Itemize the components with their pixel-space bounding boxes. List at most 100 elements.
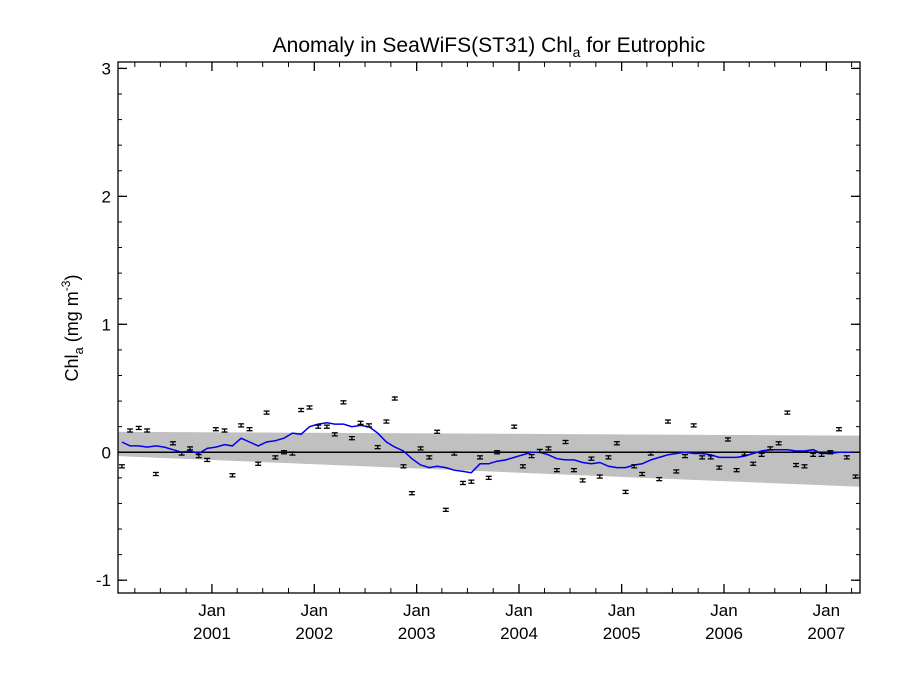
data-point bbox=[562, 439, 569, 445]
data-point bbox=[843, 455, 850, 460]
data-point bbox=[545, 446, 552, 451]
x-tick-label-year: 2002 bbox=[295, 624, 333, 643]
data-point bbox=[127, 428, 134, 433]
data-point bbox=[673, 469, 680, 474]
data-point bbox=[468, 479, 475, 484]
data-point bbox=[323, 424, 330, 429]
data-point bbox=[699, 455, 706, 460]
data-point bbox=[426, 455, 433, 460]
data-point bbox=[656, 476, 663, 482]
data-point bbox=[246, 427, 253, 432]
x-tick-label-month: Jan bbox=[198, 601, 225, 620]
running-mean-line bbox=[121, 422, 856, 474]
data-point bbox=[784, 410, 791, 415]
data-point bbox=[477, 455, 484, 460]
data-point bbox=[570, 467, 577, 473]
y-axis-label-unit: (mg m bbox=[62, 291, 82, 347]
data-point bbox=[195, 453, 202, 459]
data-point bbox=[451, 451, 458, 456]
data-point bbox=[596, 474, 603, 479]
data-point bbox=[221, 428, 228, 433]
y-tick-label: 2 bbox=[102, 187, 111, 206]
y-axis-label-close: ) bbox=[62, 275, 82, 281]
data-point bbox=[579, 478, 586, 483]
data-point bbox=[118, 464, 125, 469]
data-point bbox=[459, 480, 466, 486]
data-point bbox=[306, 405, 313, 410]
y-axis-label: Chla (mg m-3) bbox=[59, 275, 86, 382]
data-point bbox=[810, 452, 817, 457]
data-point bbox=[298, 407, 305, 413]
data-point bbox=[408, 491, 415, 496]
data-point bbox=[331, 432, 338, 437]
data-point bbox=[340, 400, 347, 405]
data-point bbox=[263, 410, 270, 415]
data-point bbox=[289, 451, 296, 456]
data-point bbox=[818, 452, 825, 457]
data-point bbox=[374, 444, 381, 450]
data-point bbox=[664, 419, 671, 424]
x-tick-label-month: Jan bbox=[505, 601, 532, 620]
data-point bbox=[204, 457, 211, 463]
y-tick-label: -1 bbox=[96, 571, 111, 590]
data-point bbox=[536, 448, 543, 454]
data-point bbox=[775, 441, 782, 446]
data-point bbox=[793, 462, 800, 468]
data-point bbox=[152, 471, 159, 477]
data-point bbox=[434, 429, 441, 434]
data-point bbox=[733, 467, 740, 473]
data-point bbox=[417, 446, 424, 451]
data-point bbox=[494, 450, 501, 455]
data-point bbox=[178, 451, 185, 456]
data-point bbox=[519, 464, 526, 469]
x-tick-label-year: 2006 bbox=[705, 624, 743, 643]
y-tick-label: 1 bbox=[102, 315, 111, 334]
data-point bbox=[511, 424, 518, 429]
data-point bbox=[767, 446, 774, 451]
data-point bbox=[750, 461, 757, 466]
data-point bbox=[383, 419, 390, 424]
data-point bbox=[758, 452, 765, 457]
data-point bbox=[528, 453, 535, 459]
data-point bbox=[212, 427, 219, 432]
data-point bbox=[365, 423, 372, 428]
data-point bbox=[647, 451, 654, 456]
y-axis-label-subscript: a bbox=[71, 346, 86, 354]
y-tick-label: 3 bbox=[102, 59, 111, 78]
data-point bbox=[400, 464, 407, 469]
x-tick-label-month: Jan bbox=[301, 601, 328, 620]
x-tick-label-month: Jan bbox=[710, 601, 737, 620]
data-point bbox=[707, 455, 714, 460]
data-point bbox=[724, 437, 731, 442]
x-tick-label-month: Jan bbox=[403, 601, 430, 620]
data-point bbox=[169, 441, 176, 446]
x-tick-label-year: 2001 bbox=[193, 624, 231, 643]
x-tick-label-year: 2007 bbox=[807, 624, 845, 643]
data-point bbox=[229, 473, 236, 478]
data-point bbox=[315, 424, 322, 429]
plot-area: -1 0 1 2 3 Jan 2001 Jan 2002 Jan 2003 Jan 2004 Jan 200… bbox=[96, 59, 861, 643]
data-point bbox=[827, 450, 834, 455]
data-point bbox=[553, 467, 560, 473]
data-point bbox=[801, 464, 808, 469]
data-point bbox=[682, 453, 689, 459]
data-point bbox=[690, 423, 697, 428]
data-point bbox=[639, 471, 646, 477]
data-point bbox=[835, 427, 842, 432]
x-tick-label-year: 2004 bbox=[500, 624, 538, 643]
x-tick-label-year: 2003 bbox=[398, 624, 436, 643]
data-point bbox=[741, 451, 748, 456]
x-tick-label-month: Jan bbox=[813, 601, 840, 620]
data-point bbox=[631, 464, 638, 469]
chart-title: Anomaly in SeaWiFS(ST31) Chla for Eutrop… bbox=[273, 34, 706, 60]
chart-title-subscript: a bbox=[573, 44, 581, 60]
data-point bbox=[613, 441, 620, 446]
data-point bbox=[622, 489, 629, 495]
data-point bbox=[272, 455, 279, 460]
data-point bbox=[135, 425, 142, 431]
data-point bbox=[605, 455, 612, 460]
plot-frame bbox=[117, 61, 861, 594]
data-point bbox=[716, 465, 723, 470]
data-point bbox=[391, 396, 398, 401]
data-point bbox=[588, 456, 595, 461]
